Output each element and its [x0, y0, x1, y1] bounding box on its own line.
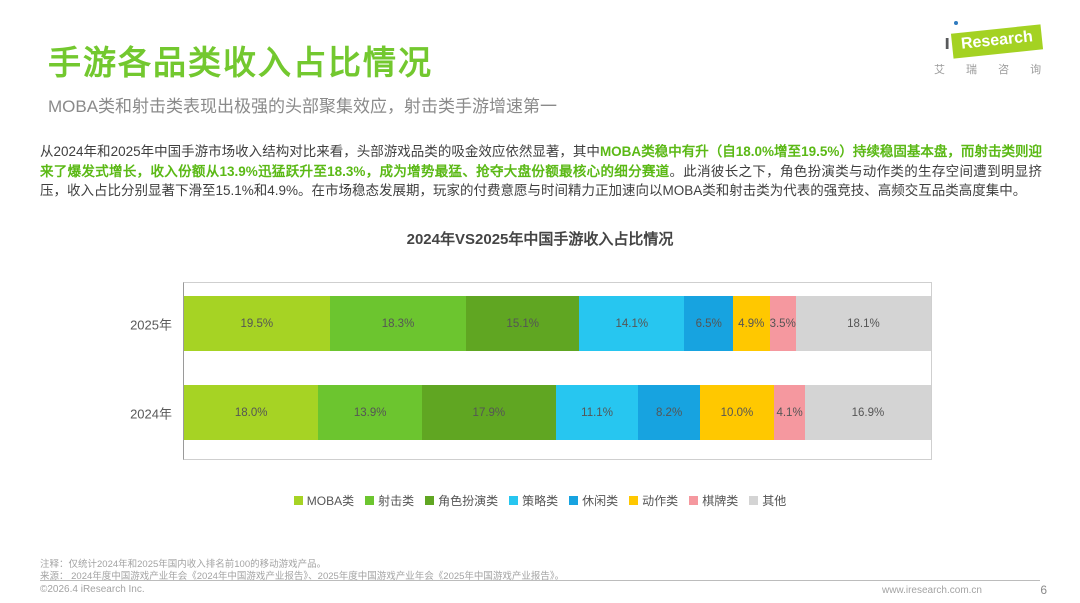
legend-item-角色扮演类: 角色扮演类 [425, 492, 498, 509]
legend-item-休闲类: 休闲类 [569, 492, 618, 509]
bar-segment-角色扮演类: 15.1% [466, 296, 580, 351]
bar-segment-策略类: 14.1% [579, 296, 685, 351]
page-subtitle: MOBA类和射击类表现出极强的头部聚集效应，射击类手游增速第一 [48, 97, 558, 116]
legend-label: 动作类 [642, 494, 679, 508]
legend-item-棋牌类: 棋牌类 [689, 492, 738, 509]
logo-blue-dot-icon [954, 21, 958, 25]
legend-item-策略类: 策略类 [509, 492, 558, 509]
legend-label: 射击类 [378, 494, 415, 508]
copyright-text: ©2026.4 iResearch Inc. [40, 584, 145, 595]
logo-i-letter: ı [944, 31, 950, 54]
footer-divider [40, 580, 1040, 581]
page-title: 手游各品类收入占比情况 [48, 44, 433, 81]
bar-segment-角色扮演类: 17.9% [422, 385, 556, 440]
chart-plot: 2025年 19.5% 18.3% 15.1% 14.1% 6.5% 4.9% 3.5% 18… [130, 282, 932, 460]
legend-label: MOBA类 [306, 494, 355, 508]
logo-chinese-name: 艾 瑞 咨 询 [934, 64, 1051, 76]
legend-label: 棋牌类 [702, 494, 739, 508]
legend-swatch-icon [629, 496, 639, 505]
legend-item-动作类: 动作类 [629, 492, 678, 509]
bar-row-2025: 2025年 19.5% 18.3% 15.1% 14.1% 6.5% 4.9% 3.5% 18… [130, 296, 931, 351]
page-number: 6 [1040, 583, 1047, 597]
bar-row-2024: 2024年 18.0% 13.9% 17.9% 11.1% 8.2% 10.0% 4.1% 1… [130, 385, 931, 440]
legend-swatch-icon [689, 496, 699, 505]
stacked-bar-2024: 18.0% 13.9% 17.9% 11.1% 8.2% 10.0% 4.1% 16.9% [184, 385, 931, 440]
paragraph-part1: 从2024年和2025年中国手游市场收入结构对比来看，头部游戏品类的吸金效应依然… [40, 144, 600, 159]
bar-segment-射击类: 13.9% [318, 385, 423, 440]
legend-swatch-icon [425, 496, 435, 505]
bar-segment-休闲类: 6.5% [684, 296, 733, 351]
footnote-note: 注释：仅统计2024年和2025年国内收入排名前100的移动游戏产品。 [40, 559, 327, 570]
chart-title: 2024年VS2025年中国手游收入占比情况 [406, 231, 674, 248]
bar-segment-动作类: 4.9% [732, 296, 770, 351]
analysis-paragraph: 从2024年和2025年中国手游市场收入结构对比来看，头部游戏品类的吸金效应依然… [40, 142, 1042, 201]
bar-segment-其他: 16.9% [804, 385, 931, 440]
bar-segment-其他: 18.1% [795, 296, 931, 351]
bar-segment-棋牌类: 3.5% [769, 296, 796, 351]
legend-label: 策略类 [522, 494, 559, 508]
legend-item-射击类: 射击类 [365, 492, 414, 509]
stacked-bar-2025: 19.5% 18.3% 15.1% 14.1% 6.5% 4.9% 3.5% 18.1% [184, 296, 931, 351]
legend-swatch-icon [509, 496, 519, 505]
legend-label: 角色扮演类 [438, 494, 499, 508]
legend-swatch-icon [749, 496, 759, 505]
footnote-source: 来源： 2024年度中国游戏产业年会《2024年中国游戏产业报告》、2025年度… [40, 571, 565, 582]
iresearch-logo: ı Research 艾 瑞 咨 询 [934, 21, 1051, 77]
website-link[interactable]: www.iresearch.com.cn [881, 585, 982, 596]
bar-segment-策略类: 11.1% [555, 385, 639, 440]
legend-item-MOBA类: MOBA类 [293, 492, 355, 509]
bar-segment-休闲类: 8.2% [638, 385, 700, 440]
paragraph-part2: 。此消彼长之下，角色扮演类与动作类的生存空间遭到明显挤压，收入占比分别显著下滑至… [40, 163, 1043, 199]
bar-segment-射击类: 18.3% [329, 296, 467, 351]
bar-segment-棋牌类: 4.1% [774, 385, 805, 440]
legend-item-其他: 其他 [749, 492, 786, 509]
bar-segment-动作类: 10.0% [699, 385, 775, 440]
logo-wordmark: Research [950, 23, 1044, 59]
paragraph-highlight: MOBA类稳中有升（自18.0%增至19.5%）持续稳固基本盘，而射击类则迎来了… [40, 144, 1042, 179]
legend-label: 其他 [762, 494, 787, 508]
bar-segment-MOBA类: 19.5% [184, 296, 330, 351]
legend-swatch-icon [365, 496, 375, 505]
chart-legend: MOBA类 射击类 角色扮演类 策略类 休闲类 动作类 棋牌类 其他 [0, 492, 1080, 509]
category-label-2025: 2025年 [130, 317, 172, 332]
legend-label: 休闲类 [582, 494, 619, 508]
legend-swatch-icon [293, 496, 303, 505]
category-label-2024: 2024年 [130, 406, 172, 421]
bar-segment-MOBA类: 18.0% [184, 385, 319, 440]
legend-swatch-icon [569, 496, 579, 505]
